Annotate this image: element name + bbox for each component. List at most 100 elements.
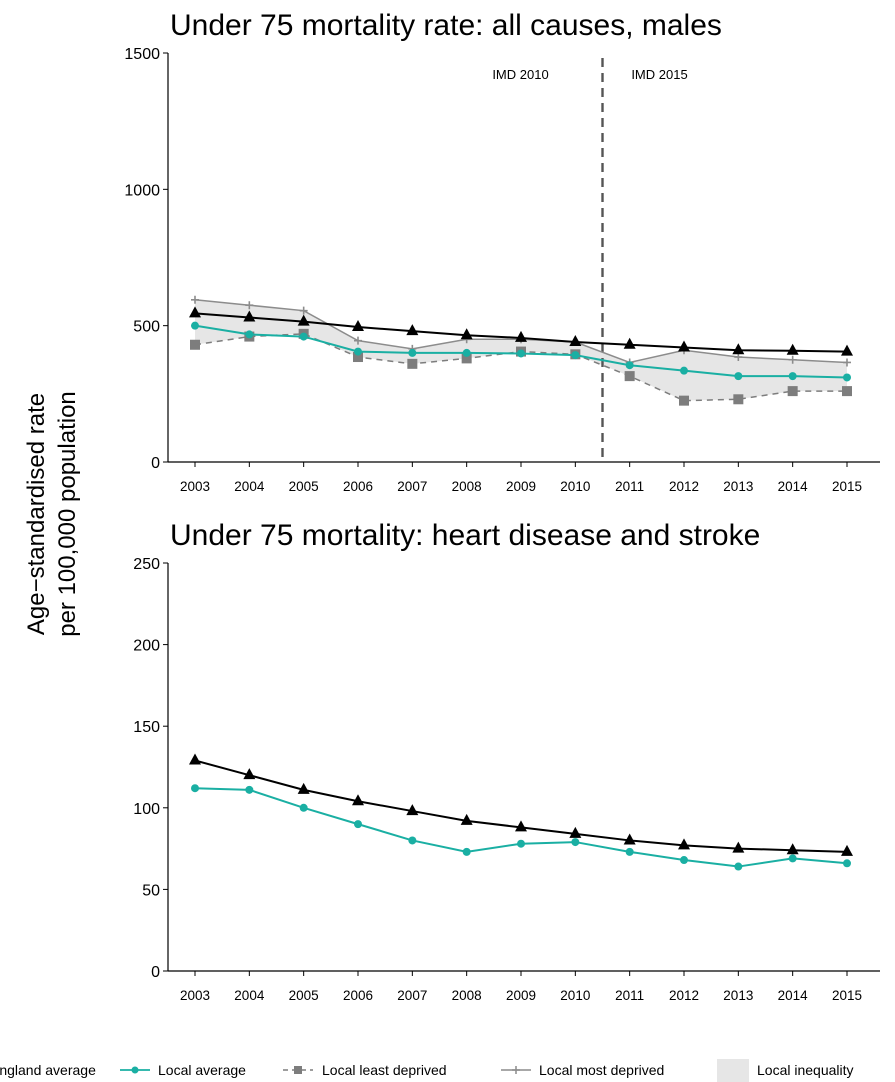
inequality-swatch-icon [717, 1059, 749, 1082]
y-tick-label: 50 [142, 882, 160, 899]
x-tick-label: 2010 [560, 479, 590, 494]
data-point-local [408, 836, 417, 845]
data-point-local [680, 856, 688, 865]
data-point-local [462, 847, 471, 856]
data-point-least [787, 386, 798, 397]
y-tick-label: 0 [151, 964, 160, 981]
x-tick-label: 2011 [615, 479, 644, 494]
legend-label-least: Local least deprived [322, 1062, 447, 1078]
chart-panel-heart-stroke: Under 75 mortality: heart disease and st… [133, 519, 880, 1003]
data-point-least [733, 394, 744, 405]
legend-label-local: Local average [158, 1062, 246, 1078]
legend-item-england: England average [0, 1062, 96, 1078]
data-point-most [734, 353, 743, 362]
x-tick-label: 2007 [397, 988, 427, 1003]
data-point-local [734, 372, 743, 381]
data-point-least [842, 386, 852, 397]
data-point-england [297, 782, 310, 794]
x-tick-label: 2014 [778, 988, 809, 1003]
data-point-least [353, 352, 363, 363]
data-point-least [461, 353, 472, 364]
x-tick-label: 2012 [669, 988, 699, 1003]
data-point-england [732, 343, 745, 355]
y-axis-label-line-1: Age−standardised rate [23, 393, 50, 635]
data-point-england [297, 314, 310, 326]
x-tick-label: 2008 [452, 479, 482, 494]
series-line-england [194, 759, 848, 853]
data-point-least [679, 395, 689, 406]
data-point-most [843, 358, 851, 367]
x-tick-label: 2004 [234, 988, 265, 1003]
data-point-local [245, 785, 254, 794]
square-marker-icon [294, 1066, 302, 1074]
x-tick-label: 2003 [180, 988, 210, 1003]
x-tick-label: 2015 [832, 479, 862, 494]
data-point-england [189, 753, 201, 765]
y-tick-label: 200 [133, 638, 160, 655]
x-tick-label: 2014 [778, 479, 809, 494]
chart-title-all-causes: Under 75 mortality rate: all causes, mal… [170, 9, 722, 42]
x-tick-label: 2007 [397, 479, 427, 494]
data-point-england [569, 826, 582, 838]
data-point-local [734, 862, 743, 871]
data-point-england [841, 344, 853, 356]
data-point-england [243, 768, 256, 780]
x-tick-label: 2006 [343, 479, 373, 494]
legend-label-most: Local most deprived [539, 1062, 664, 1078]
y-tick-label: 1500 [124, 46, 160, 63]
data-point-local [408, 348, 417, 357]
x-tick-label: 2009 [506, 988, 536, 1003]
data-point-local [843, 373, 851, 382]
x-tick-label: 2005 [289, 988, 319, 1003]
y-tick-label: 150 [133, 719, 160, 736]
y-tick-label: 250 [133, 556, 160, 573]
x-tick-label: 2008 [452, 988, 482, 1003]
data-point-england [732, 841, 745, 853]
data-point-england [406, 804, 419, 816]
data-point-local [680, 366, 688, 375]
data-point-england [352, 794, 364, 806]
data-point-most [245, 301, 254, 310]
plus-marker-icon [512, 1066, 520, 1074]
legend-label-inequality: Local inequality [757, 1062, 854, 1078]
data-point-local [299, 803, 308, 812]
data-point-england [189, 306, 201, 318]
data-point-local [843, 859, 851, 868]
annotation-imd-2010: IMD 2010 [492, 67, 548, 82]
x-tick-label: 2006 [343, 988, 373, 1003]
data-point-england [786, 343, 799, 355]
data-point-england [515, 820, 527, 832]
data-point-local [517, 349, 525, 358]
data-point-england [569, 335, 582, 347]
x-tick-label: 2003 [180, 479, 210, 494]
y-tick-label: 100 [133, 801, 160, 818]
data-point-england [460, 813, 473, 825]
data-point-england [352, 320, 364, 332]
data-point-local [788, 372, 797, 381]
y-tick-label: 500 [133, 319, 160, 336]
data-point-least [407, 358, 418, 369]
data-point-england [786, 843, 799, 855]
data-point-england [623, 337, 636, 349]
data-point-local [625, 847, 634, 856]
data-point-local [625, 361, 634, 370]
data-point-england [515, 330, 527, 342]
y-tick-label: 0 [151, 455, 160, 472]
data-point-most [299, 306, 308, 315]
legend-item-most: Local most deprived [501, 1062, 664, 1078]
x-tick-label: 2009 [506, 479, 536, 494]
x-tick-label: 2012 [669, 479, 699, 494]
legend-label-england: England average [0, 1062, 96, 1078]
data-point-local [517, 839, 525, 848]
data-point-england [243, 310, 256, 322]
annotation-imd-2015: IMD 2015 [631, 67, 687, 82]
data-point-least [190, 339, 200, 350]
x-tick-label: 2011 [615, 988, 644, 1003]
data-point-england [678, 340, 690, 352]
data-point-england [623, 833, 636, 845]
data-point-local [354, 820, 362, 829]
x-tick-label: 2004 [234, 479, 265, 494]
data-point-local [354, 347, 362, 356]
x-tick-label: 2015 [832, 988, 862, 1003]
